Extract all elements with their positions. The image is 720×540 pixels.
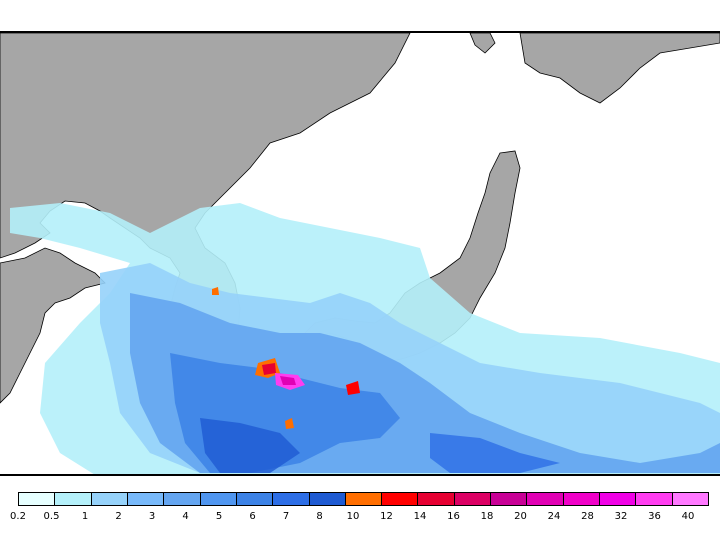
hokkaido	[519, 33, 720, 104]
legend-label: 18	[480, 511, 494, 522]
legend-swatch	[90, 492, 128, 506]
precip-7mm-east	[430, 433, 560, 473]
heavy-cell-korea	[212, 287, 219, 295]
legend-swatch	[126, 492, 165, 506]
legend-label: 8	[316, 511, 323, 522]
legend-label: 10	[346, 511, 360, 522]
legend-swatch	[490, 492, 528, 506]
legend-swatch	[18, 492, 56, 506]
legend-swatch	[453, 492, 492, 506]
legend-label: 28	[581, 511, 594, 522]
sakhalin	[469, 33, 496, 54]
legend-label: 24	[547, 511, 561, 522]
legend-label: 7	[282, 511, 290, 522]
legend-label: 0.2	[10, 511, 26, 522]
legend-swatch	[272, 492, 310, 506]
legend-label: 40	[681, 511, 695, 522]
legend-label: 36	[648, 511, 661, 522]
heavy-cell-purple	[280, 376, 296, 385]
legend-swatch	[235, 492, 274, 506]
legend-swatch	[599, 492, 637, 506]
legend-label: 16	[447, 511, 460, 522]
legend-swatch	[199, 492, 237, 506]
precipitation-map	[0, 31, 720, 476]
legend-swatch	[526, 492, 564, 506]
legend-swatch	[308, 492, 346, 506]
shandong-coast	[0, 247, 106, 404]
legend-label: 3	[148, 511, 156, 522]
legend-label: 4	[182, 511, 189, 522]
precip-7mm	[200, 418, 300, 473]
legend-label: 32	[614, 511, 628, 522]
legend-swatch	[54, 492, 92, 506]
legend-label: 6	[249, 511, 256, 522]
legend-swatch	[562, 492, 601, 506]
legend-swatch	[635, 492, 673, 506]
legend-label: 20	[514, 511, 527, 522]
legend-label: 1	[81, 511, 89, 522]
map-canvas	[0, 33, 720, 474]
heavy-cell-shikoku	[346, 381, 360, 395]
legend-label: 12	[380, 511, 393, 522]
precip-layer	[10, 203, 720, 474]
legend-label: 2	[115, 511, 122, 522]
legend-label: 5	[215, 511, 223, 522]
legend-swatch	[381, 492, 419, 506]
legend-swatch	[417, 492, 455, 506]
legend-swatch	[344, 492, 383, 506]
heavy-cell-red	[262, 363, 276, 375]
heavy-cell-south	[285, 418, 294, 429]
legend-swatch	[163, 492, 201, 506]
legend-swatch	[671, 492, 709, 506]
legend-label: 0.5	[43, 511, 60, 522]
legend-label: 14	[413, 511, 427, 522]
color-legend	[18, 492, 709, 508]
